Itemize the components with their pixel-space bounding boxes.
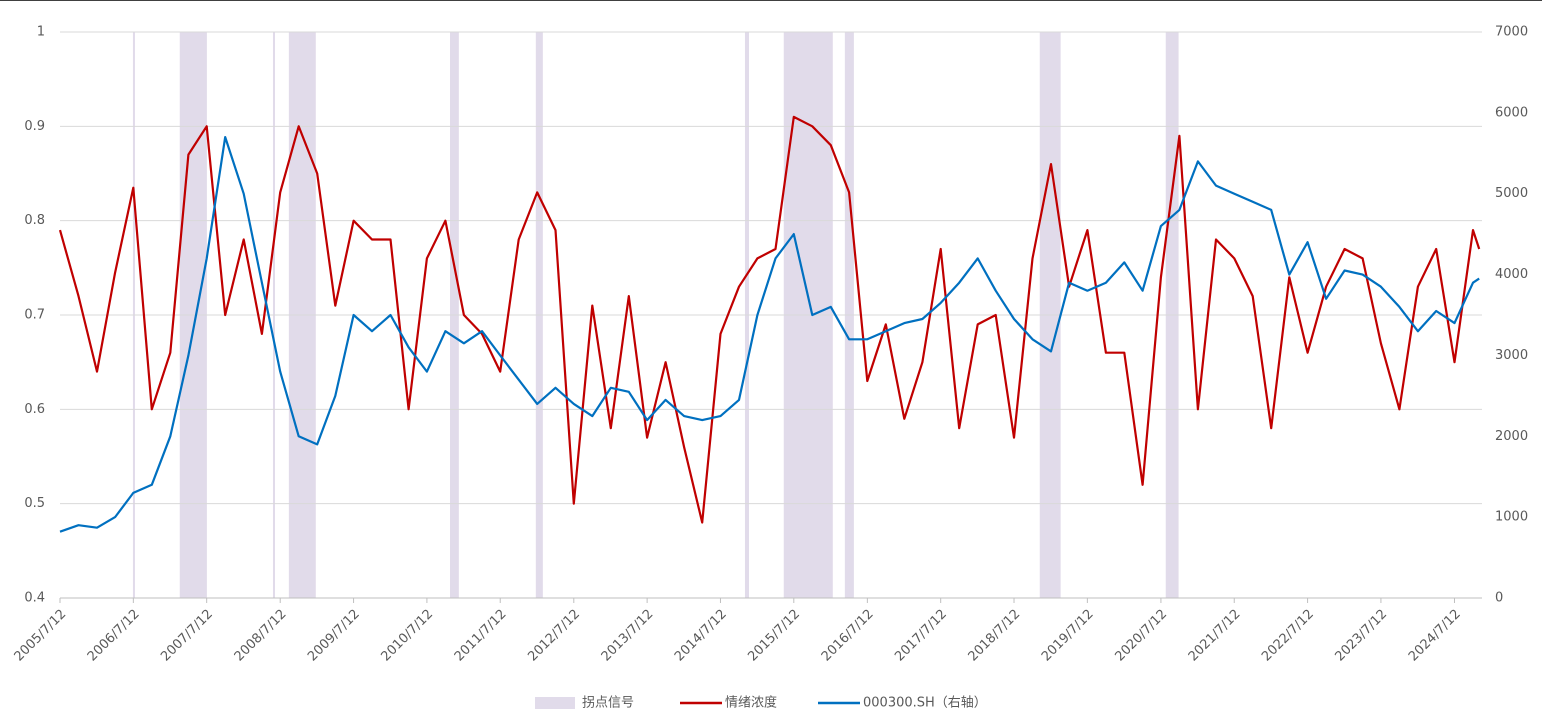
legend-swatch xyxy=(535,697,575,709)
legend-label: 拐点信号 xyxy=(582,696,634,711)
x-tick-label: 2023/7/12 xyxy=(1332,607,1390,665)
y-tick-label: 0.6 xyxy=(24,402,45,417)
x-tick-label: 2006/7/12 xyxy=(85,607,143,665)
x-tick-label: 2024/7/12 xyxy=(1406,607,1464,665)
y2-tick-label: 3000 xyxy=(1495,348,1528,363)
y2-tick-label: 4000 xyxy=(1495,267,1528,282)
series-line xyxy=(58,115,1481,524)
y-tick-label: 1 xyxy=(37,25,45,40)
x-tick-label: 2005/7/12 xyxy=(12,607,70,665)
x-tick-label: 2013/7/12 xyxy=(599,607,657,665)
x-tick-label: 2017/7/12 xyxy=(892,607,950,665)
legend-label: 000300.SH（右轴） xyxy=(863,696,987,711)
x-tick-label: 2019/7/12 xyxy=(1039,607,1097,665)
y-tick-label: 0.9 xyxy=(24,119,45,134)
x-tick-label: 2011/7/12 xyxy=(452,607,510,665)
x-tick-label: 2021/7/12 xyxy=(1186,607,1244,665)
y2-tick-label: 1000 xyxy=(1495,510,1528,525)
y2-tick-label: 7000 xyxy=(1495,25,1528,40)
y2-tick-label: 0 xyxy=(1495,591,1503,606)
y2-tick-label: 5000 xyxy=(1495,186,1528,201)
series-line xyxy=(59,136,1480,533)
x-tick-label: 2012/7/12 xyxy=(525,607,583,665)
x-tick-label: 2014/7/12 xyxy=(672,607,730,665)
x-tick-label: 2018/7/12 xyxy=(966,607,1024,665)
legend-label: 情绪浓度 xyxy=(725,695,777,711)
y-tick-label: 0.4 xyxy=(24,591,45,606)
x-tick-label: 2020/7/12 xyxy=(1112,607,1170,665)
x-tick-label: 2010/7/12 xyxy=(378,607,436,665)
y-tick-label: 0.8 xyxy=(24,213,45,228)
x-tick-label: 2015/7/12 xyxy=(745,607,803,665)
x-tick-label: 2009/7/12 xyxy=(305,607,363,665)
x-tick-label: 2022/7/12 xyxy=(1259,607,1317,665)
x-tick-label: 2007/7/12 xyxy=(158,607,216,665)
y-tick-label: 0.5 xyxy=(24,496,45,511)
y-tick-label: 0.7 xyxy=(24,308,45,323)
y2-tick-label: 6000 xyxy=(1495,105,1528,120)
y2-tick-label: 2000 xyxy=(1495,429,1528,444)
x-tick-label: 2008/7/12 xyxy=(232,607,290,665)
x-tick-label: 2016/7/12 xyxy=(819,607,877,665)
